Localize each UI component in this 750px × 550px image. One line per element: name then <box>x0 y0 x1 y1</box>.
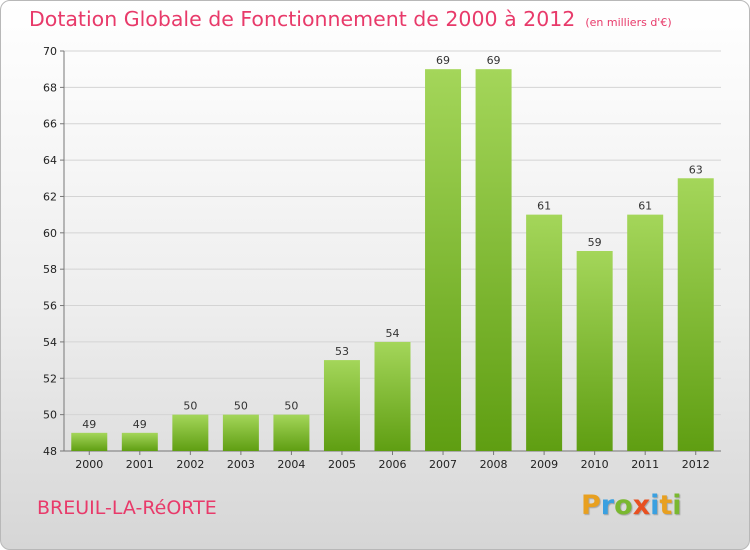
bar-value-label: 61 <box>638 200 652 213</box>
x-tick-label: 2007 <box>429 458 457 471</box>
x-tick-label: 2002 <box>176 458 204 471</box>
y-tick-label: 58 <box>43 263 57 276</box>
commune-name: BREUIL-LA-RéORTE <box>37 497 217 519</box>
brand-letter: i <box>672 490 682 521</box>
y-tick-label: 50 <box>43 409 57 422</box>
bar <box>222 414 259 451</box>
bar-value-label: 59 <box>588 236 602 249</box>
bar <box>172 414 209 451</box>
x-tick-label: 2004 <box>277 458 305 471</box>
brand-letter: r <box>600 490 615 521</box>
proxiti-logo[interactable]: Proxiti <box>581 490 682 521</box>
bar-value-label: 50 <box>183 400 197 413</box>
brand-letter: i <box>650 490 660 521</box>
bar <box>526 214 563 451</box>
bar-value-label: 54 <box>386 327 400 340</box>
bar <box>627 214 664 451</box>
x-tick-label: 2001 <box>126 458 154 471</box>
x-tick-label: 2012 <box>682 458 710 471</box>
x-tick-label: 2010 <box>581 458 609 471</box>
bar <box>475 69 512 451</box>
x-tick-label: 2011 <box>631 458 659 471</box>
y-tick-label: 62 <box>43 190 57 203</box>
y-tick-label: 66 <box>43 118 57 131</box>
bar <box>425 69 462 451</box>
x-tick-label: 2003 <box>227 458 255 471</box>
bar-value-label: 69 <box>487 54 501 67</box>
bar-value-label: 50 <box>234 400 248 413</box>
x-tick-label: 2000 <box>75 458 103 471</box>
brand-letter: t <box>659 490 673 521</box>
bar <box>121 432 158 451</box>
y-tick-label: 48 <box>43 445 57 458</box>
bar-value-label: 61 <box>537 200 551 213</box>
x-tick-label: 2008 <box>480 458 508 471</box>
y-tick-label: 60 <box>43 227 57 240</box>
bar <box>677 178 714 452</box>
bar <box>273 414 310 451</box>
brand-letter: o <box>614 490 633 521</box>
brand-letter: x <box>632 490 651 521</box>
y-tick-label: 64 <box>43 154 57 167</box>
bar-value-label: 50 <box>284 400 298 413</box>
bar <box>576 251 613 451</box>
chart-title-text: Dotation Globale de Fonctionnement de 20… <box>29 7 576 31</box>
bar <box>374 341 411 451</box>
y-tick-label: 68 <box>43 81 57 94</box>
bar-value-label: 69 <box>436 54 450 67</box>
x-tick-label: 2005 <box>328 458 356 471</box>
brand-letter: P <box>581 490 601 521</box>
x-tick-label: 2006 <box>379 458 407 471</box>
bar-value-label: 63 <box>689 163 703 176</box>
bar-value-label: 53 <box>335 345 349 358</box>
bar <box>71 432 108 451</box>
chart-title: Dotation Globale de Fonctionnement de 20… <box>29 7 672 31</box>
y-tick-label: 52 <box>43 372 57 385</box>
bar-value-label: 49 <box>82 418 96 431</box>
y-tick-label: 70 <box>43 45 57 58</box>
y-tick-label: 56 <box>43 300 57 313</box>
bar <box>323 360 360 451</box>
x-tick-label: 2009 <box>530 458 558 471</box>
y-tick-label: 54 <box>43 336 57 349</box>
chart-subtitle: (en milliers d'€) <box>585 16 672 29</box>
bar-value-label: 49 <box>133 418 147 431</box>
